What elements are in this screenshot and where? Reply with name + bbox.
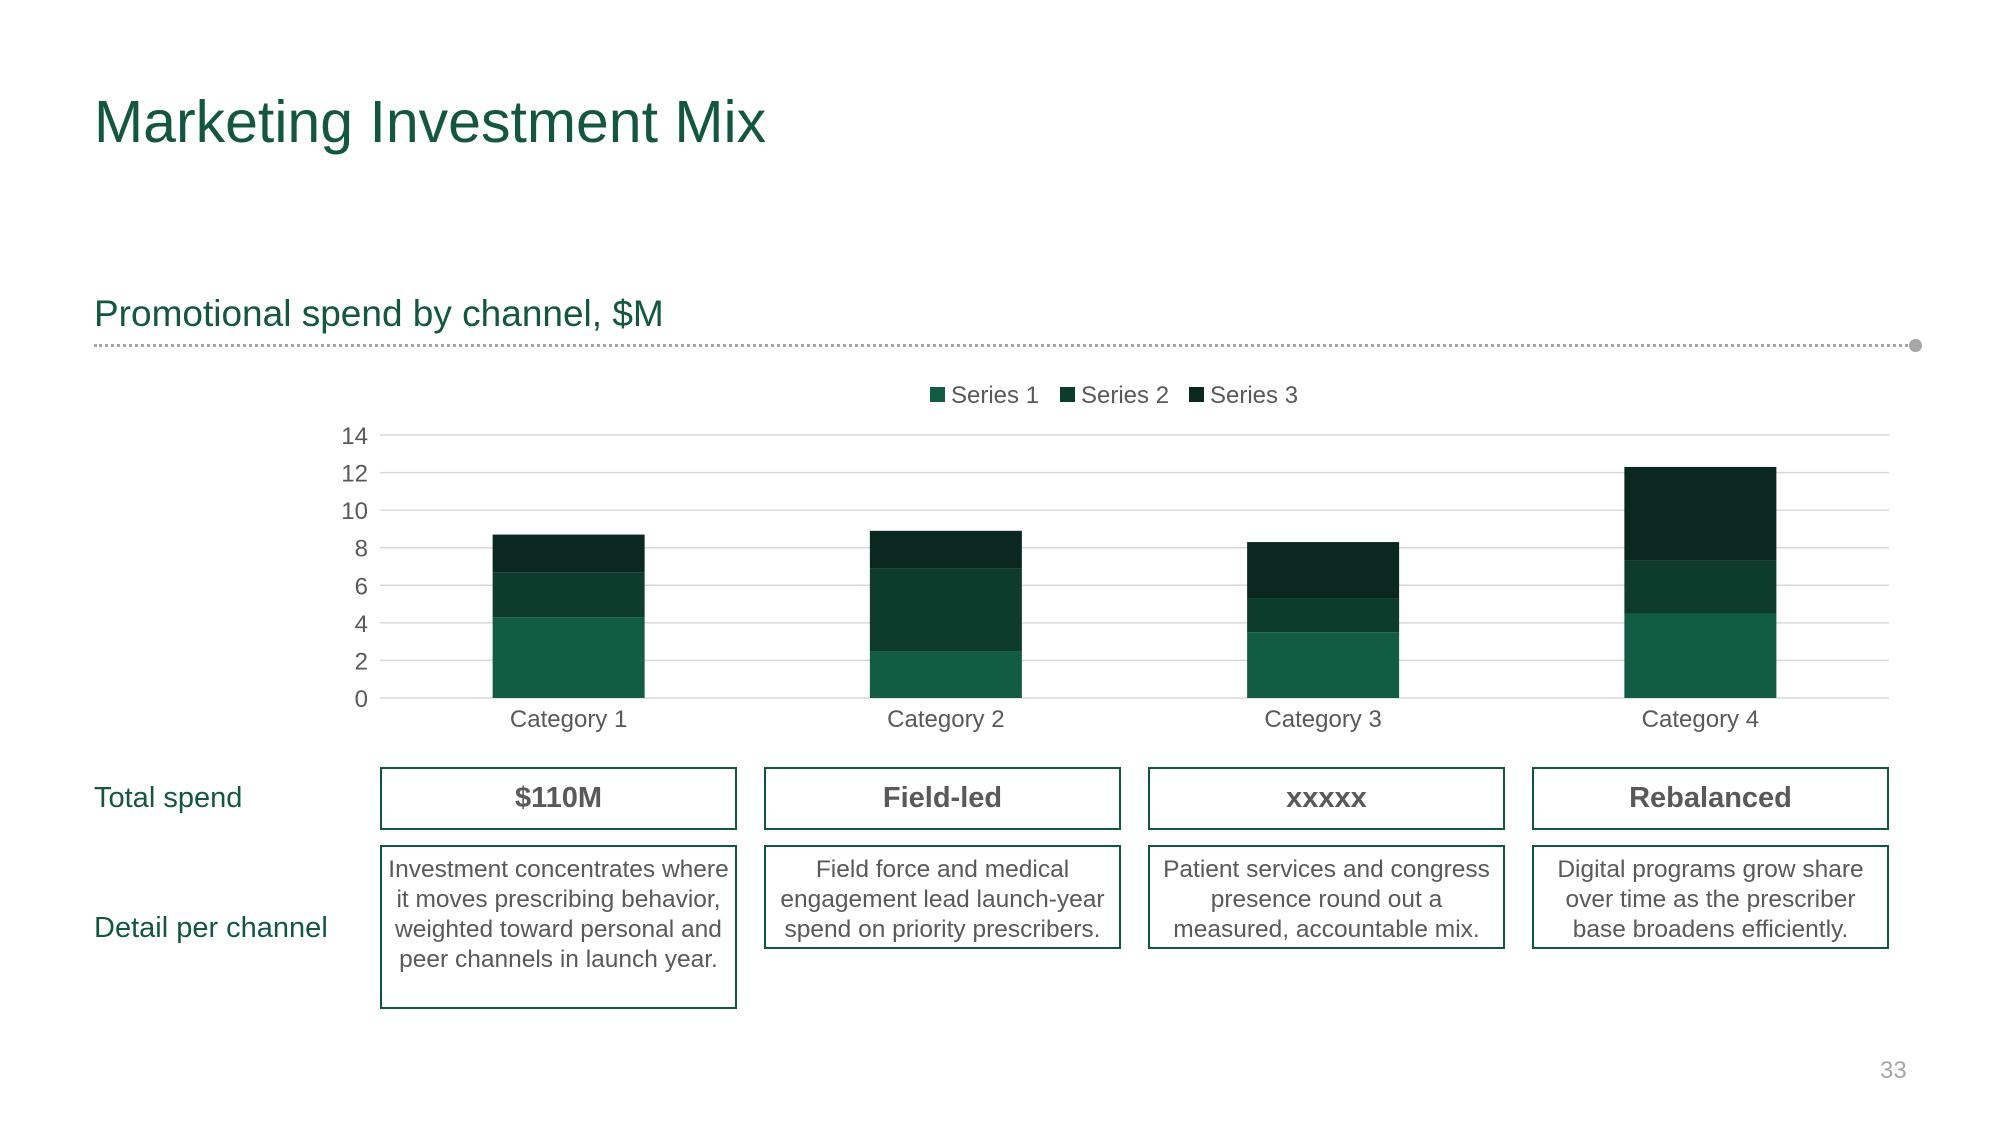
y-tick-label: 0 [355, 686, 368, 713]
detail-box-1: Investment concentrates where it moves p… [380, 845, 737, 1009]
legend-swatch-2 [1060, 387, 1075, 402]
legend-label-2: Series 2 [1081, 382, 1169, 409]
total-box-3: xxxxx [1148, 767, 1505, 830]
y-tick-label: 6 [355, 573, 368, 600]
bar-3-series-3 [1247, 542, 1400, 599]
bar-4-series-1 [1624, 613, 1777, 698]
total-box-4: Rebalanced [1532, 767, 1889, 830]
y-tick-label: 10 [341, 498, 368, 525]
total-spend-label: Total spend [94, 782, 243, 814]
page-title: Marketing Investment Mix [94, 89, 767, 155]
y-tick-label: 14 [341, 423, 368, 450]
detail-per-channel-label: Detail per channel [94, 912, 328, 944]
detail-box-3: Patient services and congress presence r… [1148, 845, 1505, 949]
detail-box-2: Field force and medical engagement lead … [764, 845, 1121, 949]
bar-2-series-3 [869, 530, 1022, 569]
bar-3-series-1 [1247, 632, 1400, 698]
detail-box-4: Digital programs grow share over time as… [1532, 845, 1889, 949]
y-tick-label: 12 [341, 461, 368, 488]
x-tick-label: Category 4 [1642, 706, 1759, 733]
dotted-divider [94, 344, 1914, 347]
legend-swatch-3 [1189, 387, 1204, 402]
bar-3-series-2 [1247, 598, 1400, 633]
stacked-bar-chart: 0 2 4 6 8 10 12 14 Category 1 Category 2 Category … [341, 382, 1889, 733]
y-tick-label: 8 [355, 536, 368, 563]
x-tick-label: Category 2 [887, 706, 1004, 733]
legend-label-1: Series 1 [951, 382, 1039, 409]
divider-end-dot [1909, 339, 1922, 352]
y-tick-label: 4 [355, 611, 368, 638]
bar-1-series-2 [492, 572, 645, 618]
chart-subtitle: Promotional spend by channel, $M [94, 293, 664, 334]
legend-swatch-1 [930, 387, 945, 402]
bar-1-series-3 [492, 534, 645, 573]
legend-label-3: Series 3 [1210, 382, 1298, 409]
y-tick-label: 2 [355, 648, 368, 675]
bar-2-series-2 [869, 568, 1022, 652]
page-number: 33 [1880, 1057, 1907, 1084]
bar-2-series-1 [869, 651, 1022, 698]
bar-4-series-3 [1624, 466, 1777, 561]
total-box-1: $110M [380, 767, 737, 830]
total-box-2: Field-led [764, 767, 1121, 830]
bar-4-series-2 [1624, 560, 1777, 614]
x-tick-label: Category 3 [1264, 706, 1381, 733]
bar-1-series-1 [492, 617, 645, 698]
x-tick-label: Category 1 [510, 706, 627, 733]
